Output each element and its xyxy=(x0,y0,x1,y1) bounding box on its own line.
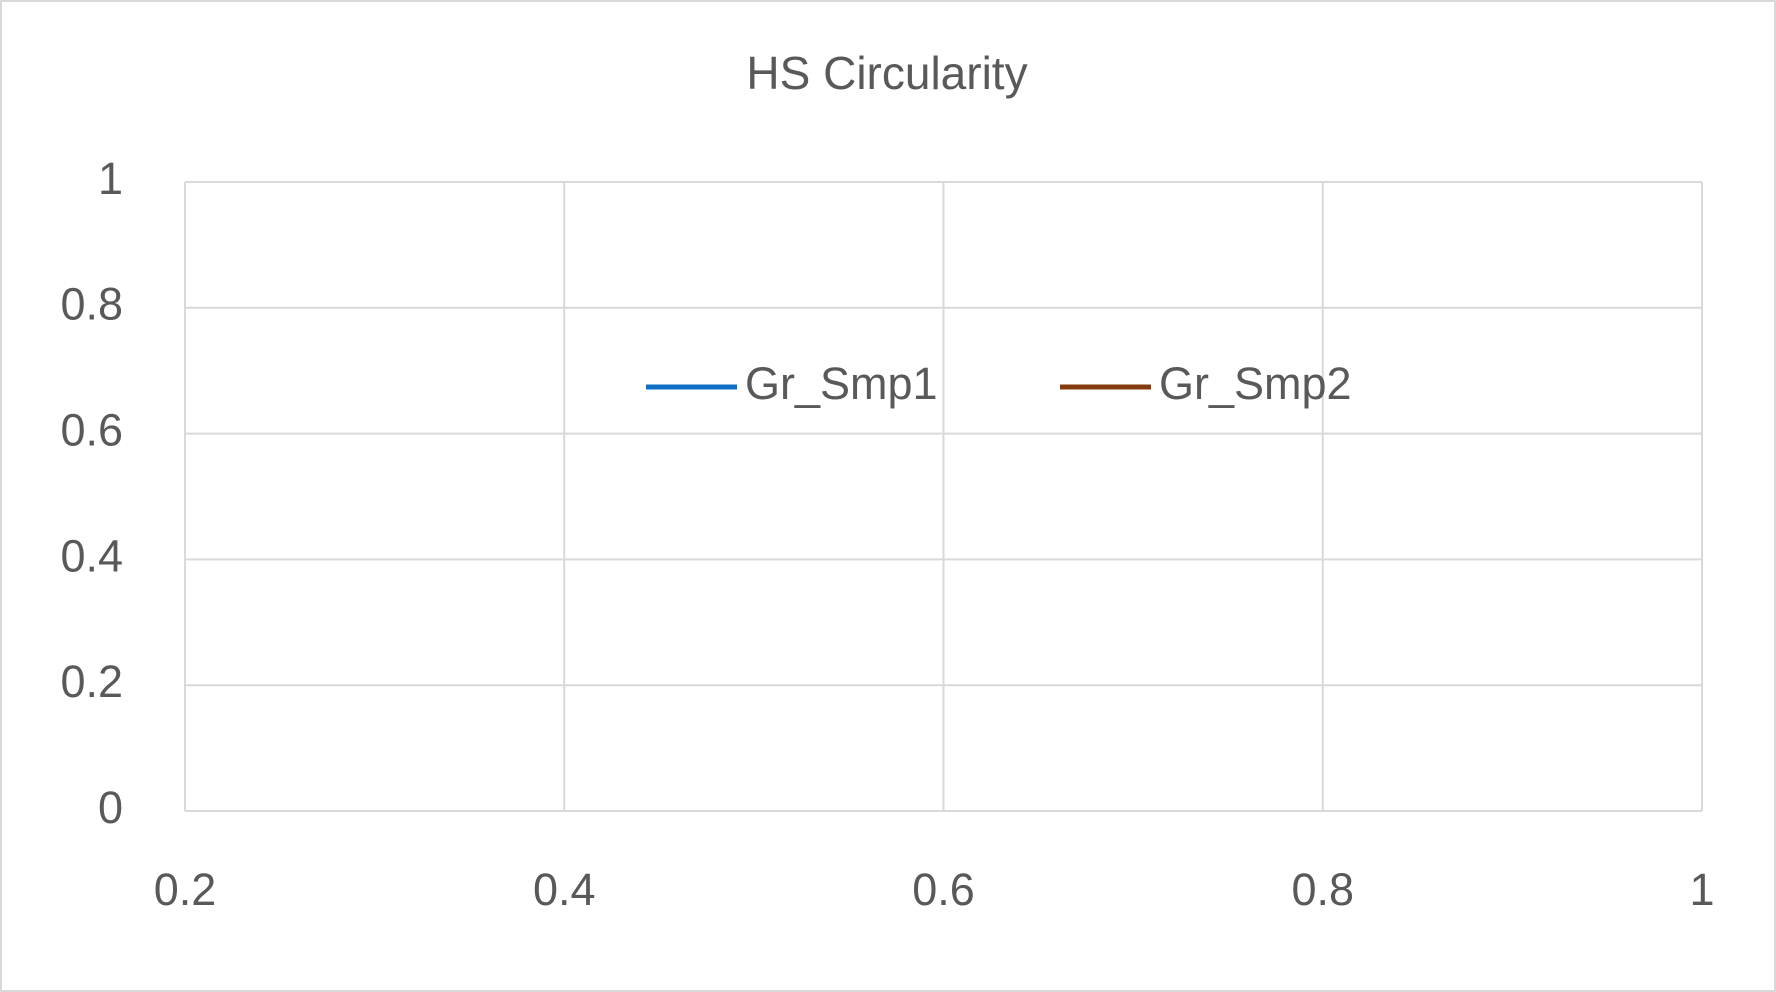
x-tick-label: 0.4 xyxy=(533,864,596,915)
x-tick-label: 0.6 xyxy=(912,864,975,915)
y-tick-label: 0.8 xyxy=(60,279,123,330)
y-tick-label: 0.4 xyxy=(60,530,123,581)
legend-label: Gr_Smp1 xyxy=(745,358,938,409)
y-tick-label: 0.6 xyxy=(60,404,123,455)
x-tick-label: 0.8 xyxy=(1291,864,1354,915)
y-tick-label: 1 xyxy=(98,153,123,204)
x-tick-label: 1 xyxy=(1689,864,1714,915)
y-tick-label: 0 xyxy=(98,782,123,833)
legend-label: Gr_Smp2 xyxy=(1159,358,1352,409)
x-tick-label: 0.2 xyxy=(154,864,217,915)
y-tick-label: 0.2 xyxy=(60,656,123,707)
chart-title: HS Circularity xyxy=(746,47,1027,99)
